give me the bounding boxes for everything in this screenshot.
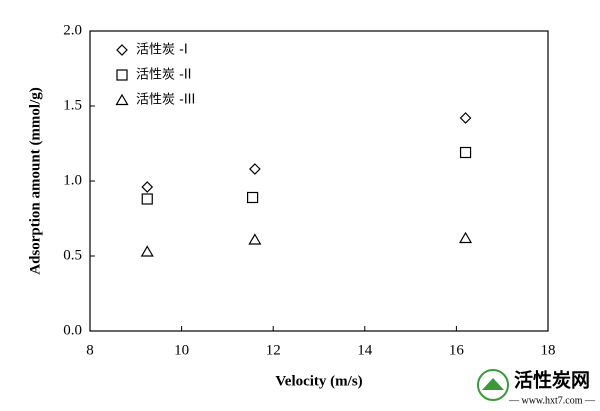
x-tick-label: 18 (541, 342, 556, 358)
marker-square (459, 146, 472, 159)
legend-label: 活性炭 -I (136, 43, 188, 58)
x-tick-label: 10 (174, 342, 189, 358)
y-tick-label: 0.0 (63, 322, 82, 338)
marker-diamond (459, 112, 472, 124)
watermark: 活性炭网 — www.hxt7.com — (477, 369, 596, 406)
marker-square (246, 191, 259, 204)
marker-triangle (248, 233, 262, 245)
y-tick-label: 1.0 (63, 172, 82, 188)
watermark-logo (477, 369, 509, 401)
legend-label: 活性炭 -II (136, 68, 192, 83)
y-tick-label: 1.5 (63, 97, 82, 113)
marker-triangle (140, 245, 154, 257)
legend-marker (116, 69, 128, 81)
y-tick-label: 2.0 (63, 22, 82, 38)
marker-diamond (249, 163, 261, 175)
marker-diamond (141, 181, 154, 193)
watermark-url: — www.hxt7.com — (508, 395, 596, 406)
watermark-title: 活性炭网 (514, 369, 590, 392)
watermark-logo-roof (482, 378, 504, 390)
marker-triangle (459, 231, 473, 244)
x-tick-label: 12 (266, 342, 281, 358)
x-tick-label: 14 (357, 342, 373, 358)
x-axis-label: Velocity (m/s) (275, 373, 362, 389)
y-axis-label: Adsorption amount (mmol/g) (27, 87, 43, 275)
legend-marker (115, 93, 129, 106)
legend-marker (116, 44, 128, 56)
y-tick-label: 0.5 (63, 247, 82, 263)
x-tick-label: 16 (449, 342, 465, 358)
legend-label: 活性炭 -III (136, 93, 195, 108)
marker-square (141, 193, 153, 205)
x-tick-label: 8 (86, 342, 94, 358)
